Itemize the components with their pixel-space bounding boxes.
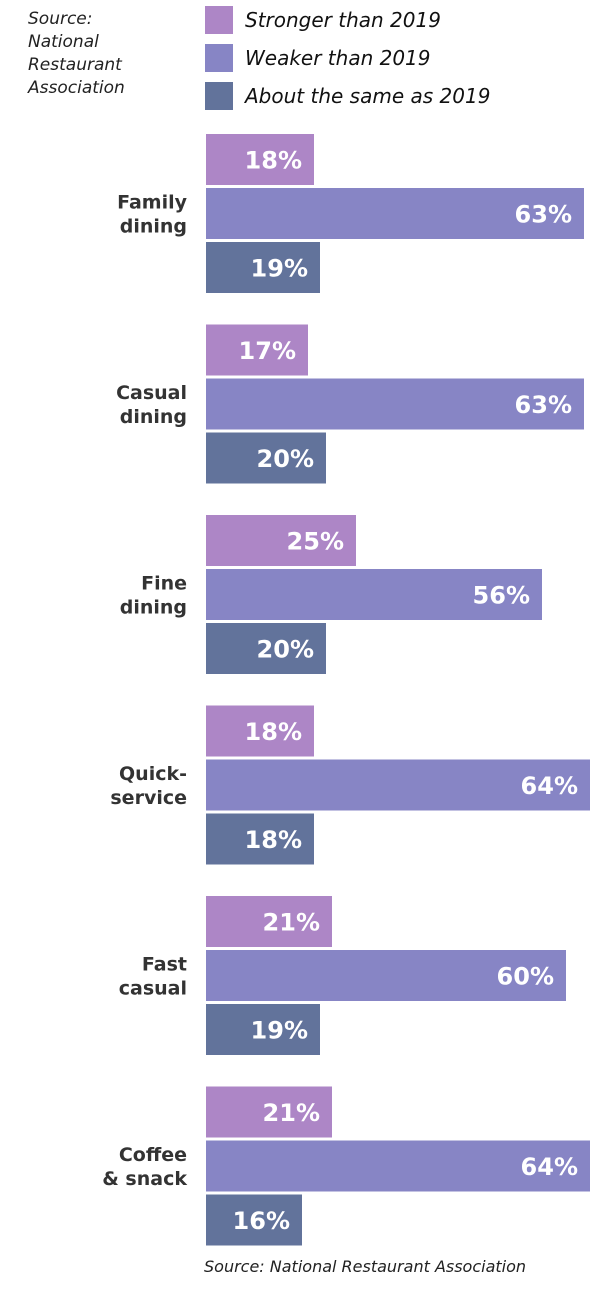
data-label: 20%	[257, 636, 314, 664]
data-label: 21%	[263, 909, 320, 937]
data-label: 17%	[239, 337, 296, 365]
bar-weaker	[206, 569, 542, 620]
legend-label-same: About the same as 2019	[245, 84, 491, 108]
category-label: Quick-service	[110, 763, 187, 809]
data-label: 18%	[245, 826, 302, 854]
data-label: 63%	[515, 201, 572, 229]
category-group: 21% 64% 16% Coffee & snack	[102, 1086, 590, 1246]
data-label: 63%	[515, 391, 572, 419]
data-label: 19%	[251, 1017, 308, 1045]
bar-stronger	[206, 515, 356, 566]
bar-stronger	[206, 134, 314, 185]
category-label: Family dining	[117, 192, 188, 238]
category-label-line: & snack	[102, 1168, 187, 1190]
category-group: 17% 63% 20% Casual dining	[116, 324, 584, 484]
bar-same	[206, 813, 314, 865]
bar-same	[206, 1004, 320, 1055]
data-label: 18%	[245, 718, 302, 746]
bar-same	[206, 1194, 302, 1246]
category-label-line: Quick-	[119, 763, 187, 785]
category-label-line: Fine	[141, 573, 187, 595]
data-label: 20%	[257, 445, 314, 473]
legend-swatch-weaker	[205, 44, 233, 72]
data-label: 19%	[251, 255, 308, 283]
bar-stronger	[206, 896, 332, 947]
legend-swatch-stronger	[205, 6, 233, 34]
data-label: 64%	[521, 1153, 578, 1181]
category-label-line: service	[110, 787, 187, 809]
category-label-line: Coffee	[119, 1144, 187, 1166]
source-note-bottom: Source: National Restaurant Association	[204, 1257, 527, 1276]
bar-weaker	[206, 950, 566, 1001]
data-label: 64%	[521, 772, 578, 800]
bar-stronger	[206, 1086, 332, 1138]
category-group: 25% 56% 20% Fine dining	[120, 515, 542, 674]
bar-weaker	[206, 188, 584, 239]
category-label-line: casual	[119, 978, 187, 1000]
category-label: Fine dining	[120, 573, 187, 619]
category-group: 18% 63% 19% Family dining	[117, 134, 584, 293]
data-label: 25%	[287, 528, 344, 556]
data-label: 60%	[497, 963, 554, 991]
bar-weaker	[206, 378, 584, 430]
data-label: 21%	[263, 1099, 320, 1127]
legend-label-weaker: Weaker than 2019	[245, 46, 431, 70]
category-group: 18% 64% 18% Quick-service	[110, 705, 590, 865]
category-group: 21% 60% 19% Fast casual	[119, 896, 566, 1055]
category-label-line: dining	[120, 406, 187, 428]
category-label: Fast casual	[119, 954, 187, 1000]
bar-stronger	[206, 705, 314, 757]
legend-swatch-same	[205, 82, 233, 110]
category-label: Coffee & snack	[102, 1144, 187, 1190]
category-label-line: dining	[120, 216, 187, 238]
bar-same	[206, 242, 320, 293]
source-note-top: Source: National Restaurant Association	[28, 9, 125, 98]
bar-same	[206, 623, 326, 674]
data-label: 18%	[245, 147, 302, 175]
category-label-line: Fast	[142, 954, 187, 976]
data-label: 16%	[233, 1207, 290, 1235]
category-label-line: Family	[117, 192, 188, 214]
data-label: 56%	[473, 582, 530, 610]
legend-label-stronger: Stronger than 2019	[245, 8, 441, 32]
bar-stronger	[206, 324, 308, 376]
bar-weaker	[206, 759, 590, 811]
category-label-line: dining	[120, 597, 187, 619]
category-label-line: Casual	[116, 382, 187, 404]
bar-same	[206, 432, 326, 484]
bar-weaker	[206, 1140, 590, 1192]
category-label: Casual dining	[116, 382, 187, 428]
